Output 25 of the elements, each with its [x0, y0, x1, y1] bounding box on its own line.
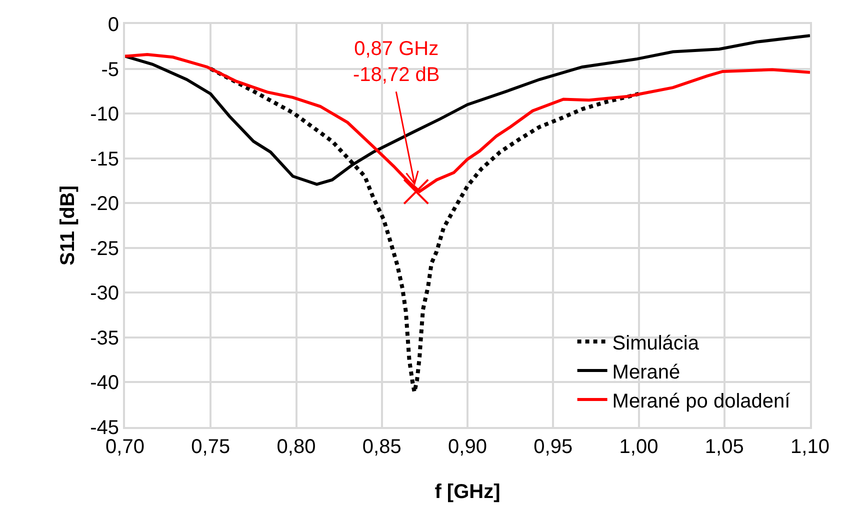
y-tick-label: -20 — [90, 193, 119, 216]
x-tick-label: 0,90 — [448, 436, 487, 458]
x-tick-label: 0,70 — [106, 436, 144, 458]
y-tick-label: -15 — [90, 148, 119, 170]
y-tick-label: 0 — [108, 14, 119, 36]
y-tick-label: -10 — [90, 104, 119, 126]
y-tick-label: -25 — [90, 238, 119, 260]
x-axis-title: f [GHz] — [434, 481, 500, 503]
legend-label: Merané po doladení — [612, 390, 791, 412]
x-tick-label: 0,80 — [276, 436, 316, 458]
y-tick-label: -40 — [90, 372, 119, 394]
y-tick-label: -5 — [101, 58, 119, 81]
legend-label: Simulácia — [612, 332, 700, 354]
y-tick-label: -30 — [90, 282, 119, 305]
annotation: 0,87 GHz -18,72 dB — [353, 38, 440, 86]
y-tick-label: -45 — [90, 417, 119, 439]
x-tick-label: 0,75 — [191, 436, 230, 458]
y-tick-label: -35 — [90, 327, 119, 350]
y-axis-title: S11 [dB] — [57, 185, 79, 266]
x-tick-label: 0,95 — [534, 436, 573, 458]
x-tick-label: 1,00 — [619, 436, 658, 458]
x-tick-label: 1,10 — [790, 436, 830, 458]
legend-label: Merané — [612, 361, 680, 384]
x-tick-label: 1,05 — [704, 436, 744, 458]
x-tick-label: 0,85 — [362, 436, 402, 458]
